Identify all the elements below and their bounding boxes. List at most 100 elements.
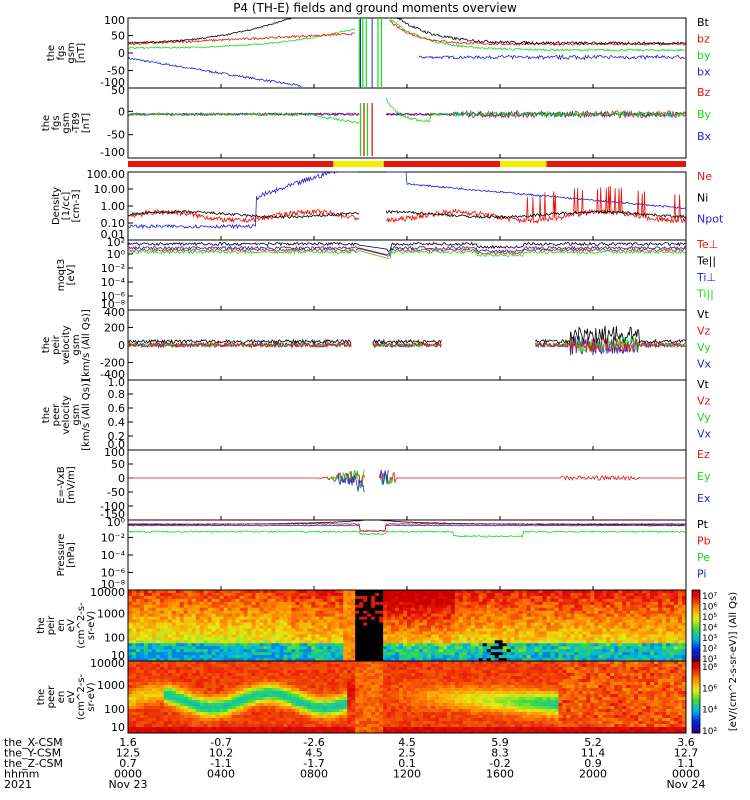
- y-tick-label: 1000: [97, 608, 125, 621]
- y-axis-label-peer_spectrogram: the peer en eV (cm^2-s-sr-eV): [36, 673, 97, 720]
- time-axis-value: Nov 23: [109, 778, 148, 791]
- y-tick-label: 50: [111, 458, 125, 471]
- time-axis-row-label: hhmm: [4, 768, 39, 781]
- y-tick-label: -150: [100, 508, 125, 521]
- y-tick-label: 10⁻⁸: [101, 578, 126, 591]
- colorbar-tick-label: 10²: [702, 645, 717, 655]
- y-axis-label-line: peer: [46, 685, 57, 709]
- series-pressure-pb: [127, 523, 686, 532]
- y-tick-label: 0: [118, 105, 125, 118]
- colorbar-tick-label: 10⁸: [702, 663, 717, 673]
- legend-temperature-ti: Ti⊥: [696, 271, 716, 284]
- y-axis-label-line: sr-eV): [86, 611, 97, 640]
- colorbar-peir_spectrogram: [691, 589, 701, 662]
- colorbar-tick-label: 10⁷: [702, 592, 717, 602]
- time-axis-row-label: the_Y-CSM: [4, 747, 61, 760]
- legend-fgs_gsm_dtrend-bx: Bx: [697, 130, 712, 143]
- spectrogram-frame: [127, 660, 687, 734]
- legend-pressure-pt: Pt: [697, 518, 709, 531]
- legend-pressure-pe: Pe: [697, 551, 710, 564]
- time-axis-value: 0.9: [584, 757, 602, 770]
- y-tick-label: 50: [111, 84, 125, 97]
- legend-temperature-te: Te⊥: [696, 238, 718, 251]
- time-axis-value: 12.7: [674, 747, 699, 760]
- y-axis-label-line: velocity: [61, 395, 72, 434]
- legend-fgs_gsm-by: by: [697, 49, 711, 62]
- y-tick-label: 100: [104, 446, 125, 459]
- time-axis-value: 1600: [486, 768, 514, 781]
- y-axis-label-fgs_gsm: the fgs gsm [nT]: [46, 42, 87, 63]
- y-axis-label-line: (cm^2-s-: [76, 602, 87, 649]
- series-peir_velocity-vz: [127, 341, 352, 349]
- y-tick-label: 0: [118, 472, 125, 485]
- y-axis-label-line: gsm: [61, 112, 72, 133]
- series-density-npot: [127, 171, 360, 230]
- y-tick-label: 0: [118, 339, 125, 352]
- spectrogram-cells-peer_spectrogram: [128, 661, 687, 734]
- y-tick-label: 0: [118, 47, 125, 60]
- legend-peer_velocity-vy: Vy: [697, 411, 711, 424]
- series-temperature-ti: [127, 245, 687, 257]
- time-axis-value: -2.6: [303, 736, 324, 749]
- legend-peir_velocity-vy: Vy: [697, 341, 711, 354]
- y-tick-label: 0.4: [108, 416, 126, 429]
- time-axis-row-label: 2021: [4, 778, 32, 791]
- series-temperature-ti: [127, 249, 687, 259]
- series-peir_velocity-vt: [534, 325, 687, 345]
- y-axis-label-line: [nT]: [81, 113, 92, 133]
- colorbar-tick-label: 10⁵: [702, 613, 717, 623]
- y-tick-label: -100: [100, 146, 125, 159]
- y-axis-label-peer_velocity: the peer velocity gsm [km/s (All Qs)]: [41, 379, 92, 451]
- y-axis-label-line: [cm-3]: [71, 189, 82, 222]
- y-tick-label: 1000: [97, 679, 125, 692]
- time-axis-value: 5.2: [584, 736, 602, 749]
- series-density-npot: [386, 171, 687, 210]
- y-tick-label: 10⁰: [107, 516, 126, 529]
- series-efield-ez: [128, 470, 366, 488]
- time-axis-value: 4.5: [305, 747, 323, 760]
- legend-fgs_gsm-bx: bx: [697, 66, 711, 79]
- time-axis-value: -1.1: [210, 757, 231, 770]
- legend-peer_velocity-vz: Vz: [697, 395, 711, 408]
- time-axis-value: 0.7: [119, 757, 137, 770]
- time-axis-value: 0400: [207, 768, 235, 781]
- y-axis-label-line: peer: [51, 403, 62, 427]
- legend-peir_velocity-vz: Vz: [697, 325, 711, 338]
- legend-peir_velocity-vx: Vx: [697, 358, 712, 371]
- legend-temperature-te: Te||: [696, 255, 716, 268]
- y-axis-label-line: [nPa]: [66, 542, 77, 568]
- y-tick-label: -100: [100, 76, 125, 89]
- y-axis-label-line: [eV]: [66, 265, 77, 286]
- y-axis-label-line: [nT]: [76, 43, 87, 63]
- y-tick-label: -100: [100, 500, 125, 513]
- y-axis-label-line: the: [36, 689, 47, 705]
- y-tick-label: 10: [111, 721, 125, 734]
- legend-fgs_gsm-bz: bz: [697, 33, 710, 46]
- orbit-region-segment: [500, 161, 547, 167]
- y-axis-label-fgs_gsm_dtrend: the fgs gsm -T89 [nT]: [41, 112, 92, 134]
- y-axis-label-line: the: [41, 407, 52, 423]
- time-axis-value: 0800: [300, 768, 328, 781]
- time-axis-value: 1.6: [119, 736, 137, 749]
- y-tick-label: 100.00: [87, 168, 126, 181]
- orbit-region-segment: [383, 161, 500, 167]
- time-axis-value: 0.1: [398, 757, 416, 770]
- y-axis-label-line: the: [46, 45, 57, 61]
- y-tick-label: 10000: [90, 586, 125, 599]
- legend-fgs_gsm-bt: Bt: [697, 16, 710, 29]
- y-tick-label: -200: [100, 357, 125, 370]
- time-axis-value: 5.9: [491, 736, 509, 749]
- orbit-region-segment: [333, 161, 384, 167]
- panel-frame-fgs_gsm: [127, 17, 687, 89]
- colorbar-tick-label: 10⁴: [702, 706, 717, 716]
- y-tick-label: -50: [107, 65, 125, 78]
- y-axis-label-line: [1/cc]: [61, 192, 72, 221]
- legend-efield-ez: Ez: [697, 448, 710, 461]
- y-axis-label-efield: E=-VxB [mV/m]: [56, 466, 77, 504]
- time-axis-value: 2000: [579, 768, 607, 781]
- time-axis-value: -1.7: [303, 757, 324, 770]
- y-axis-label-peir_spectrogram: the peir en eV (cm^2-s-sr-eV): [36, 602, 97, 649]
- y-axis-label-line: (cm^2-s-: [76, 673, 87, 720]
- y-tick-label: 10⁰: [107, 248, 126, 261]
